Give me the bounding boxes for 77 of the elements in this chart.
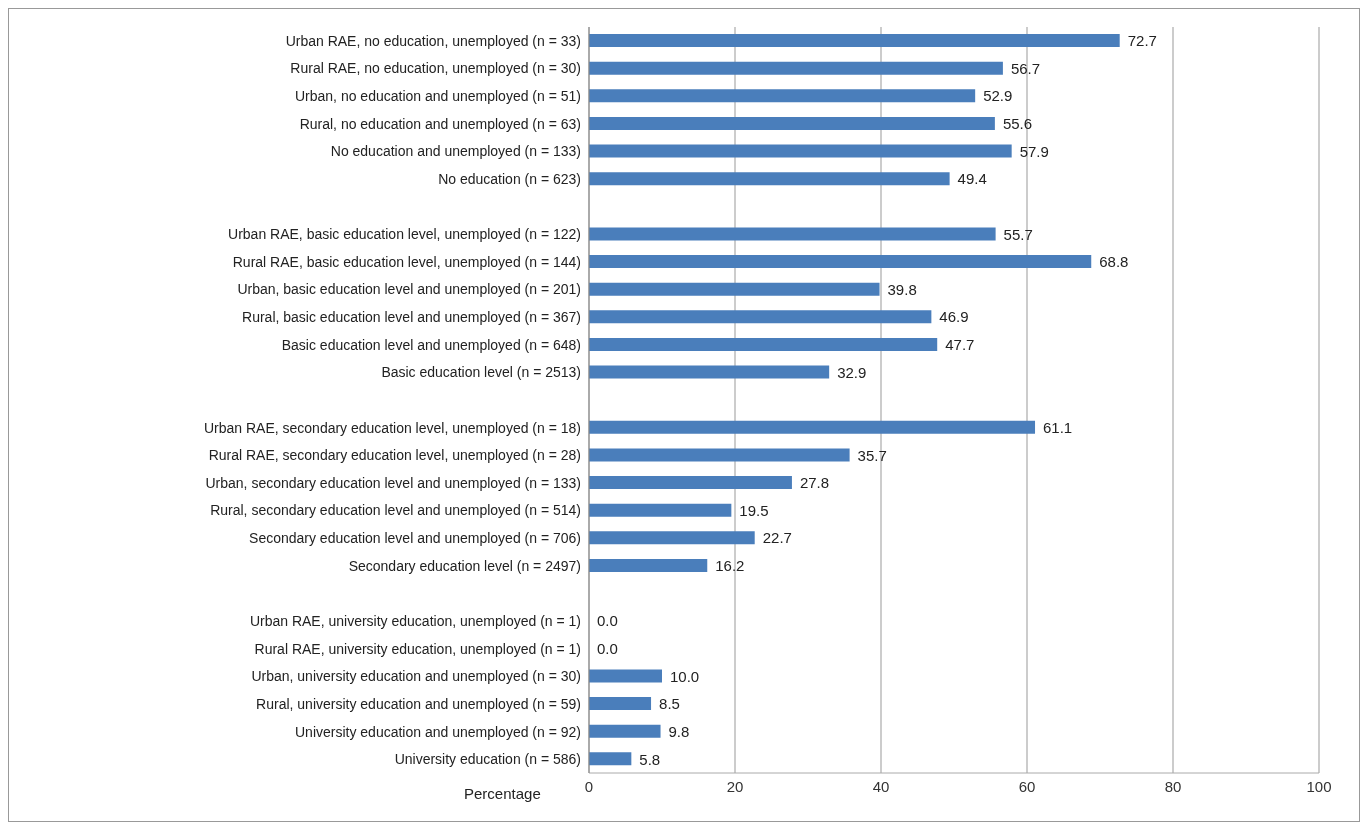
bar: [589, 420, 1036, 434]
data-label: 61.1: [1043, 418, 1073, 436]
data-label: 22.7: [762, 529, 792, 547]
y-tick-label: Basic education level and unemployed (n = 648): [281, 336, 581, 353]
y-tick-label: Basic education level (n = 2513): [381, 364, 581, 381]
bar: [589, 310, 932, 324]
x-tick-label: 100: [1306, 777, 1332, 795]
data-label: 16.2: [715, 557, 745, 575]
data-label: 47.7: [945, 336, 975, 354]
y-tick-label: Rural RAE, basic education level, unemployed (n = 144): [232, 253, 581, 270]
data-label: 5.8: [639, 750, 661, 768]
bar: [589, 337, 938, 351]
data-label: 19.5: [739, 501, 769, 519]
y-tick-label: No education (n = 623): [438, 170, 581, 187]
data-label: 49.4: [957, 170, 987, 188]
y-tick-label: Rural, university education and unemployed (n = 59): [256, 695, 581, 712]
data-label: 57.9: [1019, 142, 1049, 160]
bar: [589, 116, 995, 130]
x-axis-title: Percentage: [464, 785, 541, 802]
bar: [589, 255, 1092, 269]
data-label: 9.8: [668, 722, 690, 740]
y-tick-label: Rural RAE, university education, unemployed (n = 1): [254, 640, 581, 657]
y-tick-label: Urban RAE, basic education level, unemployed (n = 122): [228, 226, 581, 243]
bar: [589, 144, 1012, 158]
bar: [589, 282, 880, 296]
bar: [589, 476, 792, 490]
data-label: 72.7: [1127, 32, 1157, 50]
data-label: 56.7: [1010, 59, 1041, 77]
y-tick-label: No education and unemployed (n = 133): [330, 143, 581, 160]
y-tick-label: Urban RAE, no education, unemployed (n = 33): [285, 32, 581, 49]
bar: [589, 227, 996, 241]
y-tick-label: Rural RAE, secondary education level, unemployed (n = 28): [208, 447, 581, 464]
y-tick-label: University education (n = 586): [394, 751, 581, 768]
y-tick-label: Urban, no education and unemployed (n = 51): [294, 88, 581, 105]
data-label: 35.7: [857, 446, 887, 464]
bar: [589, 34, 1120, 47]
y-tick-label: University education and unemployed (n = 92): [294, 723, 581, 740]
data-label: 8.5: [659, 695, 680, 713]
data-label: 0.0: [597, 639, 618, 657]
bar: [589, 503, 732, 517]
data-label: 0.0: [597, 612, 618, 630]
bar: [589, 669, 662, 683]
bar: [589, 558, 708, 572]
data-label: 46.9: [939, 308, 969, 326]
y-tick-label: Rural, no education and unemployed (n = 63): [299, 115, 581, 132]
y-tick-label: Rural, secondary education level and unemployed (n = 514): [210, 502, 581, 519]
x-tick-label: 20: [726, 777, 744, 795]
bar: [589, 365, 830, 379]
y-tick-label: Urban RAE, university education, unemployed (n = 1): [249, 613, 581, 630]
data-label: 10.0: [670, 667, 700, 685]
data-label: 68.8: [1099, 253, 1129, 271]
data-label: 39.8: [887, 280, 917, 298]
y-tick-label: Rural RAE, no education, unemployed (n = 30): [290, 60, 581, 77]
y-tick-label: Urban, university education and unemployed (n = 30): [251, 668, 581, 685]
data-label: 27.8: [799, 474, 830, 492]
x-tick-label: 60: [1018, 777, 1036, 795]
data-label: 32.9: [837, 363, 867, 381]
y-tick-label: Secondary education level (n = 2497): [348, 557, 581, 574]
bar: [589, 697, 652, 711]
bar: [589, 61, 1003, 75]
x-tick-label: 40: [872, 777, 890, 795]
y-tick-label: Rural, basic education level and unemployed (n = 367): [242, 309, 581, 326]
y-tick-label: Secondary education level and unemployed (n = 706): [249, 530, 581, 547]
x-tick-label: 80: [1164, 777, 1182, 795]
bar: [589, 724, 661, 738]
bar: [589, 752, 632, 766]
y-tick-label: Urban, secondary education level and unemployed (n = 133): [205, 474, 581, 491]
bar: [589, 89, 976, 103]
data-label: 55.6: [1002, 115, 1033, 133]
bar: [589, 172, 950, 186]
data-label: 52.9: [983, 87, 1013, 105]
data-label: 55.7: [1003, 225, 1033, 243]
bar: [589, 448, 850, 462]
x-tick-label: 0: [584, 777, 594, 795]
bar: [589, 531, 755, 545]
y-tick-label: Urban, basic education level and unemployed (n = 201): [237, 281, 581, 298]
y-tick-label: Urban RAE, secondary education level, unemployed (n = 18): [203, 419, 581, 436]
